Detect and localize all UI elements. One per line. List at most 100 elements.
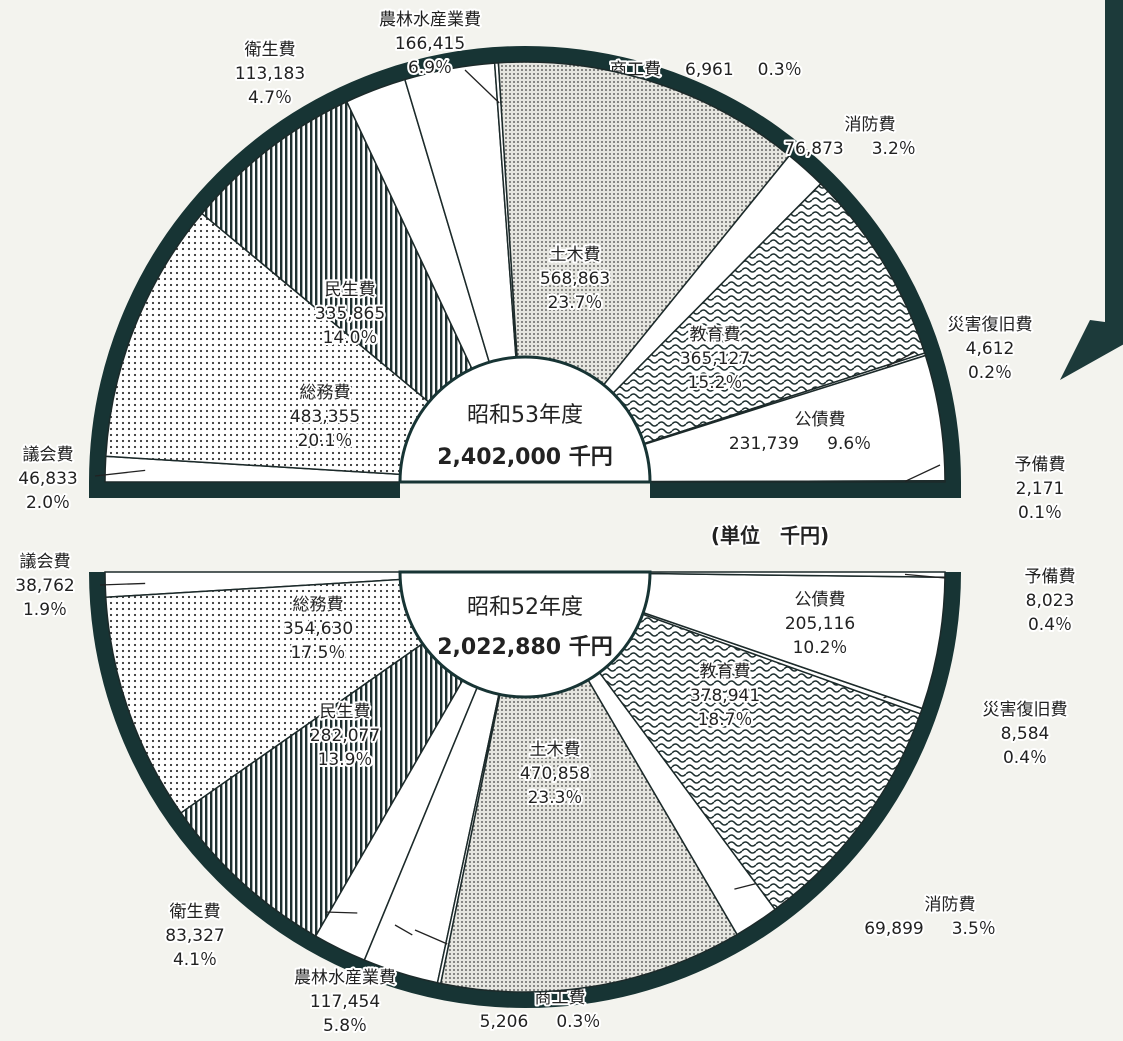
amount-label: 113,183 xyxy=(235,64,305,84)
percent-label: 6.9％ xyxy=(408,58,452,78)
amount-label: 354,630 xyxy=(283,619,353,639)
percent-label: 0.1％ xyxy=(1018,503,1062,523)
amount-label: 568,863 xyxy=(540,269,610,289)
amount-label: 483,355 xyxy=(290,407,360,427)
category-name: 議会費 xyxy=(23,445,74,465)
category-name: 公債費 xyxy=(795,410,846,430)
percent-label: 0.4％ xyxy=(1003,748,1047,768)
amount-label: 231,739 xyxy=(729,434,799,454)
percent-label: 1.9％ xyxy=(23,600,67,620)
amount-label: 166,415 xyxy=(395,34,465,54)
category-name: 総務費 xyxy=(293,595,344,615)
unit-label: (単位 千円) xyxy=(711,524,829,548)
slice-label: 災害復旧費 8,584 0.4％ xyxy=(983,700,1068,768)
pie-slice xyxy=(650,481,945,482)
percent-label: 13.9％ xyxy=(318,750,373,770)
slice-label: 民生費 335,865 14.0％ xyxy=(315,280,385,348)
category-name: 衛生費 xyxy=(170,902,221,922)
category-name: 農林水産業費 xyxy=(294,968,396,988)
percent-label: 14.0％ xyxy=(323,328,378,348)
amount-label: 8,584 xyxy=(1001,724,1050,744)
category-name: 教育費 xyxy=(690,325,741,345)
category-name: 消防費 xyxy=(925,895,976,915)
percent-label: 23.3％ xyxy=(528,788,583,808)
percent-label: 3.2％ xyxy=(872,139,916,159)
category-name: 災害復旧費 xyxy=(948,315,1033,335)
slice-label: 衛生費 83,327 4.1％ xyxy=(165,902,224,970)
percent-label: 10.2％ xyxy=(793,638,848,658)
percent-label: 20.1％ xyxy=(298,431,353,451)
amount-label: 6,961 xyxy=(685,60,734,80)
category-name: 予備費 xyxy=(1025,567,1076,587)
half-pie: 議会費 38,762 1.9％ 総務費 354,630 17.5％ 民生費 282,077 13… xyxy=(15,552,1075,1036)
base-band xyxy=(89,482,400,498)
base-band xyxy=(650,482,961,498)
percent-label: 17.5％ xyxy=(291,643,346,663)
amount-label: 365,127 xyxy=(680,349,750,369)
amount-label: 38,762 xyxy=(15,576,74,596)
category-name: 衛生費 xyxy=(245,40,296,60)
slice-label: 公債費 205,116 10.2％ xyxy=(785,590,855,658)
slice-label: 総務費 354,630 17.5％ xyxy=(283,595,353,663)
slice-label: 議会費 46,833 2.0％ xyxy=(18,445,77,513)
amount-label: 83,327 xyxy=(165,926,224,946)
amount-label: 2,171 xyxy=(1016,479,1065,499)
slice-label: 予備費 8,023 0.4％ xyxy=(1025,567,1076,635)
category-name: 公債費 xyxy=(795,590,846,610)
total-label: 2,402,000 千円 xyxy=(437,445,613,470)
slice-label: 土木費 568,863 23.7％ xyxy=(540,245,610,313)
amount-label: 282,077 xyxy=(310,726,380,746)
slice-label: 総務費 483,355 20.1％ xyxy=(290,383,360,451)
category-name: 民生費 xyxy=(320,702,371,722)
amount-label: 5,206 xyxy=(480,1012,529,1032)
amount-label: 46,833 xyxy=(18,469,77,489)
percent-label: 0.3％ xyxy=(556,1012,600,1032)
chart: (単位 千円) 議会費 46,833 2.0％ 総務費 483,355 20.1％ 民生費 3… xyxy=(0,0,1123,1041)
half-pie: 議会費 46,833 2.0％ 総務費 483,355 20.1％ 民生費 335,865 14… xyxy=(18,10,1065,523)
category-name: 総務費 xyxy=(300,383,351,403)
chart-title: 昭和52年度 xyxy=(467,595,583,620)
category-name: 民生費 xyxy=(325,280,376,300)
amount-label: 205,116 xyxy=(785,614,855,634)
slice-label: 予備費 2,171 0.1％ xyxy=(1015,455,1066,523)
category-name: 土木費 xyxy=(550,245,601,265)
percent-label: 4.7％ xyxy=(248,88,292,108)
category-name: 土木費 xyxy=(530,740,581,760)
amount-label: 470,858 xyxy=(520,764,590,784)
chart-title: 昭和53年度 xyxy=(467,403,583,428)
category-name: 教育費 xyxy=(700,662,751,682)
slice-label: 衛生費 113,183 4.7％ xyxy=(235,40,305,108)
percent-label: 5.8％ xyxy=(323,1016,367,1036)
slice-label: 災害復旧費 4,612 0.2％ xyxy=(948,315,1033,383)
amount-label: 69,899 xyxy=(864,919,923,939)
slice-label: 教育費 365,127 15.2％ xyxy=(680,325,750,393)
amount-label: 335,865 xyxy=(315,304,385,324)
percent-label: 0.4％ xyxy=(1028,615,1072,635)
amount-label: 8,023 xyxy=(1026,591,1075,611)
category-name: 予備費 xyxy=(1015,455,1066,475)
amount-label: 4,612 xyxy=(966,339,1015,359)
percent-label: 18.7％ xyxy=(698,710,753,730)
slice-label: 議会費 38,762 1.9％ xyxy=(15,552,74,620)
category-name: 議会費 xyxy=(20,552,71,572)
slice-label: 農林水産業費 117,454 5.8％ xyxy=(294,968,396,1036)
arrow xyxy=(1060,0,1123,380)
percent-label: 2.0％ xyxy=(26,493,70,513)
slice-label: 土木費 470,858 23.3％ xyxy=(520,740,590,808)
percent-label: 3.5％ xyxy=(952,919,996,939)
amount-label: 378,941 xyxy=(690,686,760,706)
percent-label: 0.3％ xyxy=(758,60,802,80)
percent-label: 0.2％ xyxy=(968,363,1012,383)
category-name: 災害復旧費 xyxy=(983,700,1068,720)
percent-label: 23.7％ xyxy=(548,293,603,313)
percent-label: 9.6％ xyxy=(827,434,871,454)
percent-label: 4.1％ xyxy=(173,950,217,970)
total-label: 2,022,880 千円 xyxy=(437,635,613,660)
amount-label: 117,454 xyxy=(310,992,380,1012)
category-name: 消防費 xyxy=(845,115,896,135)
percent-label: 15.2％ xyxy=(688,373,743,393)
category-name: 農林水産業費 xyxy=(379,10,481,30)
slice-label: 教育費 378,941 18.7％ xyxy=(690,662,760,730)
